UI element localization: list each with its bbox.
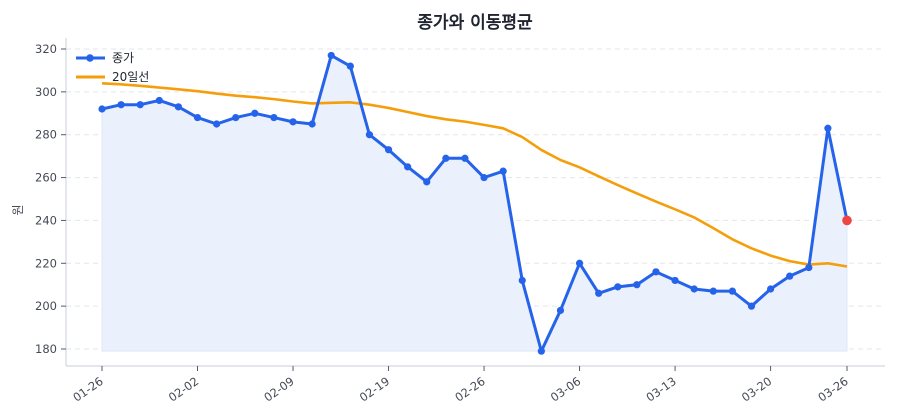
- close-point: [461, 154, 469, 162]
- x-tick-label: 02-02: [166, 374, 201, 405]
- y-tick-label: 260: [35, 171, 57, 185]
- x-tick-label: 02-19: [357, 374, 392, 405]
- close-point: [518, 276, 526, 285]
- close-point: [251, 109, 259, 117]
- x-tick-label: 03-26: [815, 374, 850, 405]
- close-point: [652, 268, 660, 276]
- close-point: [824, 124, 832, 132]
- legend-ma20-label: 20일선: [112, 70, 149, 84]
- close-point: [213, 120, 221, 128]
- close-point: [614, 283, 622, 291]
- close-point: [232, 113, 240, 122]
- close-point: [174, 103, 183, 111]
- close-point: [423, 178, 431, 186]
- close-point: [270, 113, 278, 122]
- close-point: [384, 146, 393, 154]
- y-axis-label: 원: [11, 204, 25, 215]
- close-point: [709, 287, 717, 295]
- y-tick-label: 200: [35, 299, 57, 313]
- close-point: [786, 272, 794, 280]
- close-point: [556, 306, 565, 315]
- x-tick-label: 03-20: [739, 374, 774, 405]
- close-point: [728, 287, 736, 295]
- close-point: [327, 51, 335, 60]
- x-tick-label: 03-06: [548, 374, 583, 405]
- close-point: [805, 263, 813, 272]
- close-point: [193, 113, 202, 122]
- y-tick-label: 240: [35, 213, 57, 227]
- legend-close-label: 종가: [112, 51, 134, 65]
- close-area-fill: [101, 54, 848, 353]
- x-tick-label: 03-13: [643, 374, 678, 405]
- close-point: [308, 120, 316, 128]
- close-point: [117, 101, 125, 109]
- close-point: [537, 347, 545, 355]
- close-point: [404, 163, 412, 171]
- y-tick-label: 180: [35, 342, 57, 356]
- close-point: [289, 118, 297, 126]
- chart-title: 종가와 이동평균: [417, 13, 533, 33]
- close-point: [480, 173, 488, 182]
- close-polyline: [101, 53, 849, 353]
- x-tick-label: 02-09: [261, 374, 296, 405]
- close-point: [766, 285, 775, 293]
- x-tick-label: 01-26: [70, 374, 105, 405]
- close-point: [671, 276, 679, 285]
- ma20-polyline: [101, 81, 848, 268]
- close-point: [690, 285, 698, 293]
- legend: 종가 20일선: [76, 51, 149, 84]
- close-point: [633, 281, 641, 289]
- y-tick-label: 300: [35, 85, 57, 99]
- axes: [65, 38, 885, 367]
- close-point: [442, 154, 450, 162]
- y-axis-ticks: 180 200 220 240 260 280 300 320: [35, 42, 66, 356]
- y-tick-label: 280: [35, 128, 57, 142]
- last-close-highlight-point: [842, 215, 852, 226]
- close-point: [575, 259, 584, 267]
- close-point: [595, 289, 603, 297]
- x-axis-ticks: 01-26 02-02 02-09 02-19 02-26 03-06 03-13 03-20…: [70, 366, 851, 405]
- close-area: [101, 54, 848, 353]
- ma20-line: [101, 81, 848, 268]
- close-point: [499, 167, 507, 175]
- close-point: [747, 302, 756, 310]
- close-point: [136, 101, 144, 109]
- close-point: [346, 62, 354, 70]
- close-point: [98, 105, 106, 113]
- close-point: [155, 96, 163, 105]
- y-tick-label: 220: [35, 256, 57, 270]
- close-point: [365, 131, 374, 139]
- x-tick-label: 02-26: [452, 374, 487, 405]
- y-tick-label: 320: [35, 42, 57, 56]
- close-line: [98, 51, 852, 355]
- legend-close-marker: [86, 54, 94, 62]
